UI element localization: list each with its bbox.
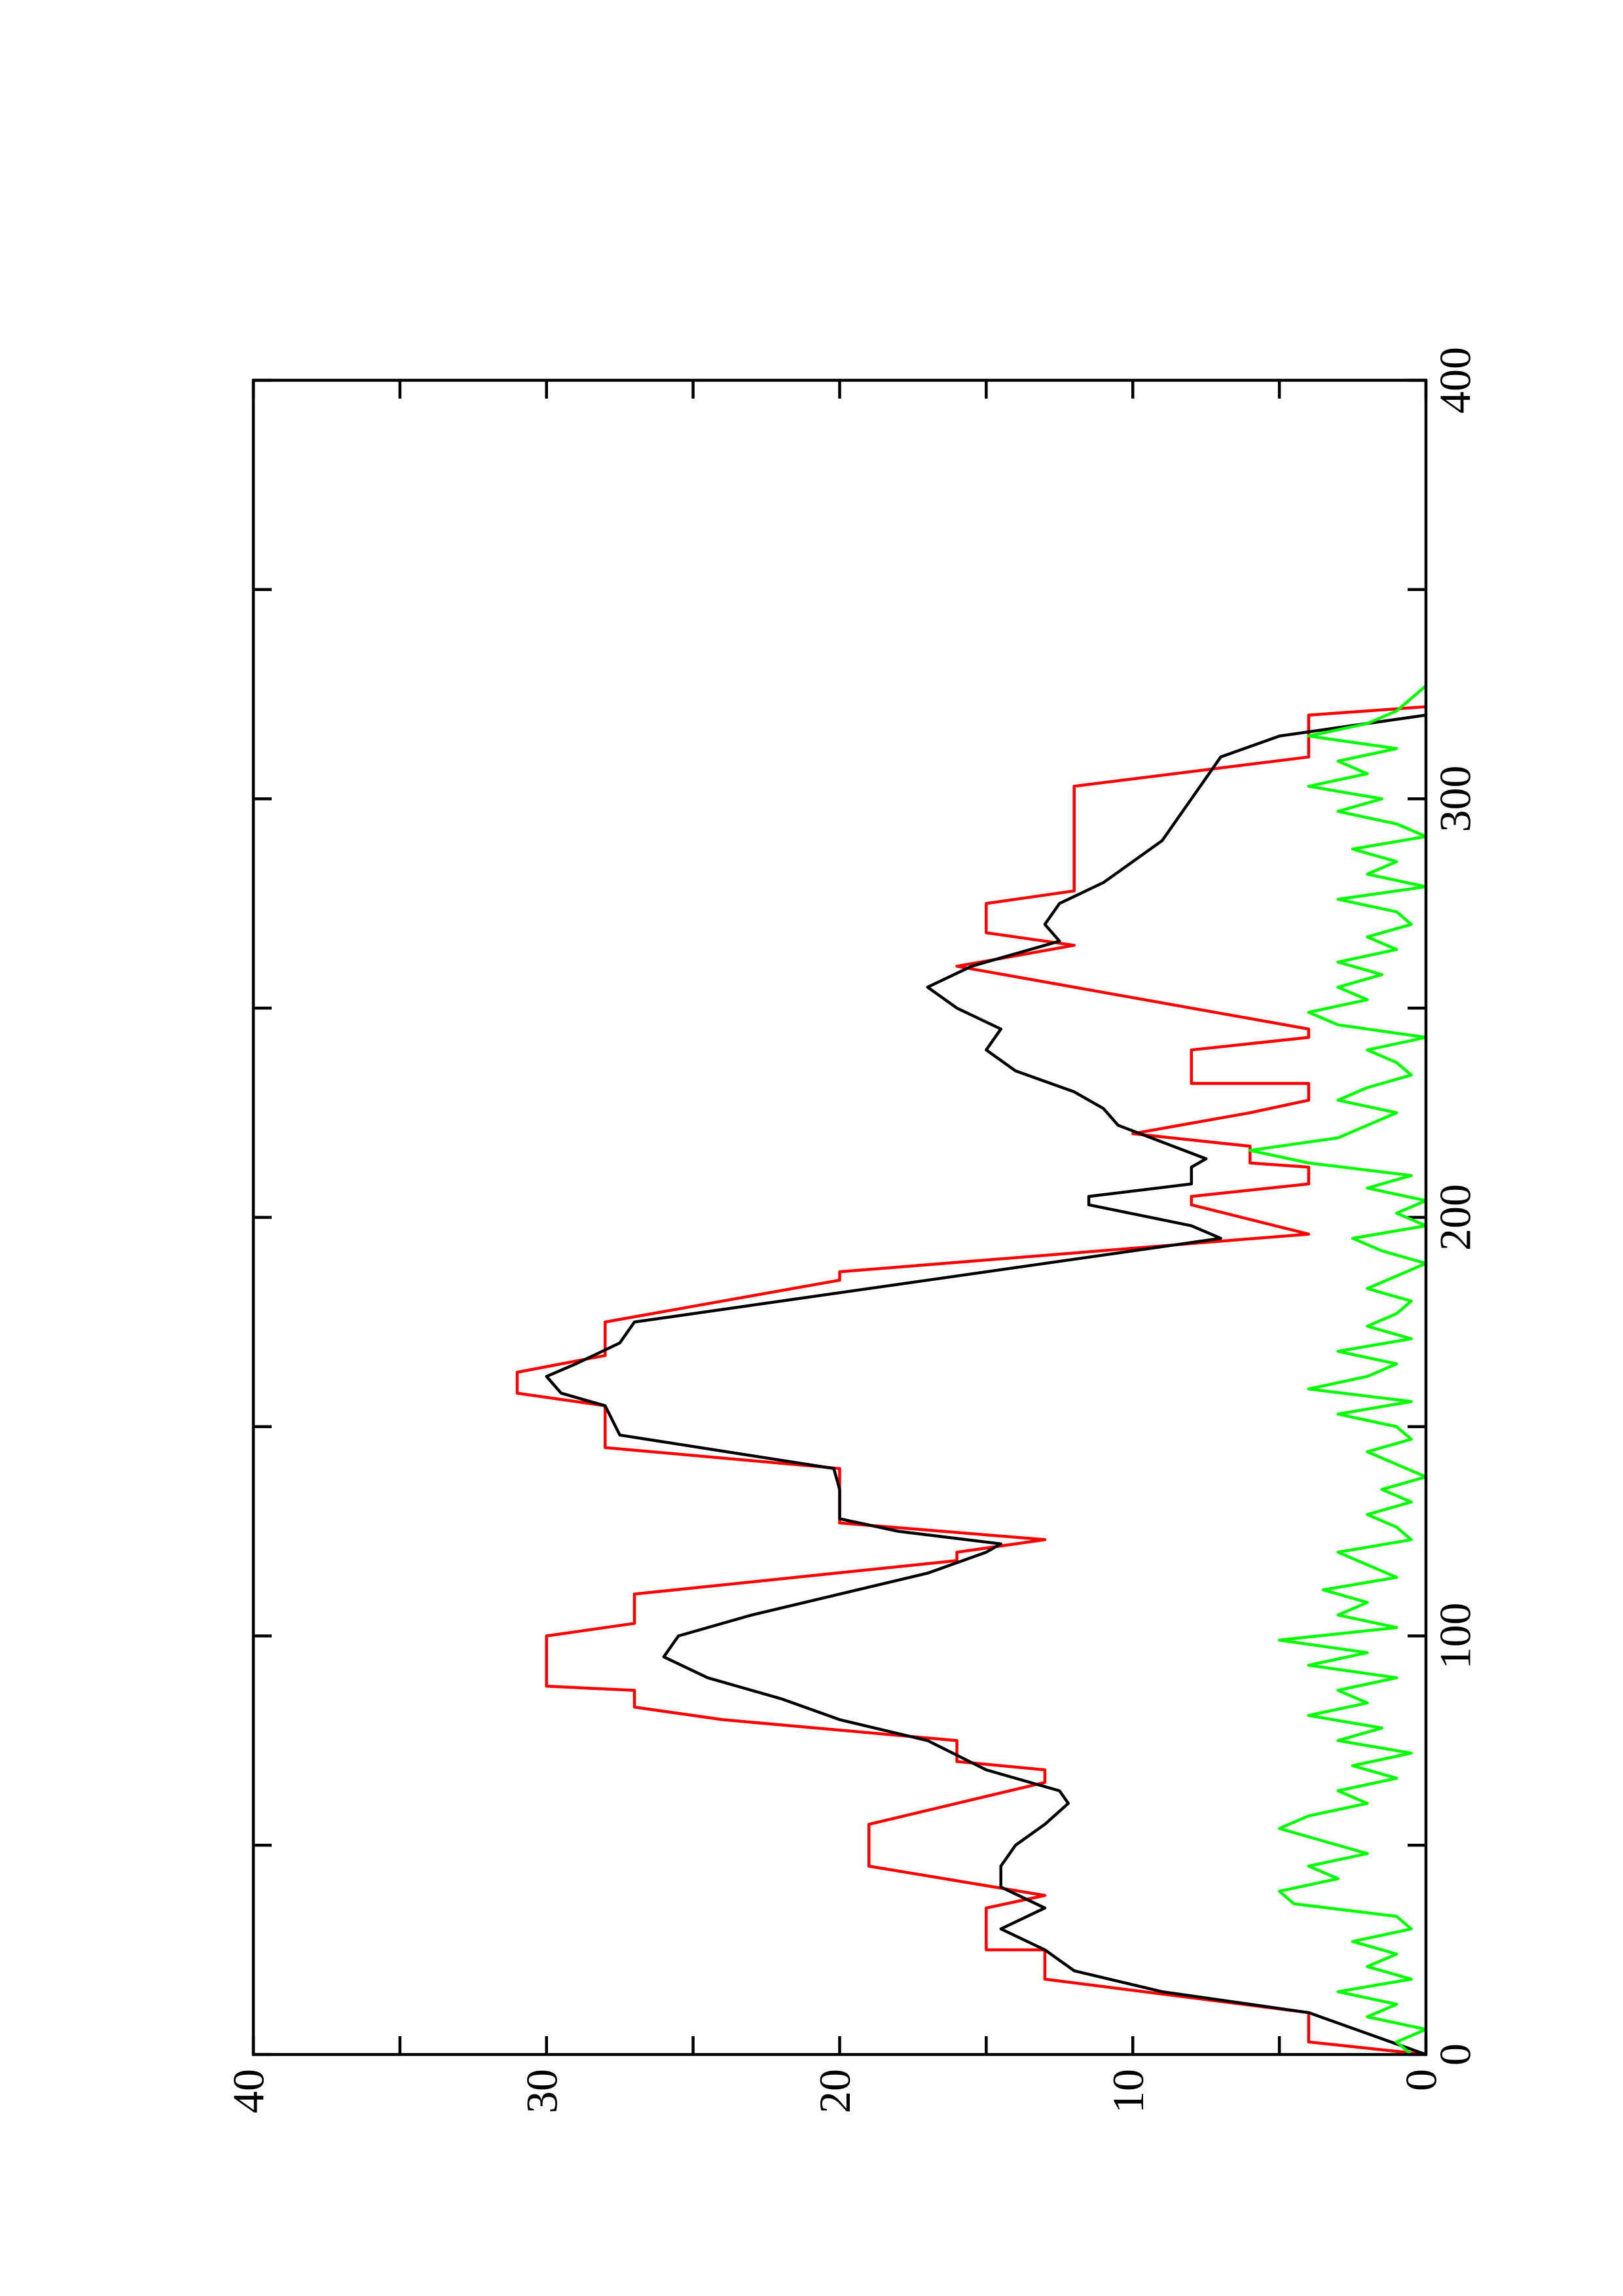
y-tick-label: 30	[517, 2069, 566, 2113]
y-tick-label: 0	[1396, 2069, 1446, 2091]
plot-frame	[251, 378, 1428, 2056]
x-tick-label: 200	[1431, 1184, 1480, 1251]
series-line	[545, 713, 1427, 2056]
x-tick-label: 0	[1431, 2043, 1480, 2066]
series-line	[1249, 685, 1428, 2056]
y-tick-label: 20	[810, 2069, 860, 2113]
x-tick-label: 100	[1431, 1603, 1480, 1670]
plot-area: 0 100 200 300 400 0 10 20 30 40	[224, 347, 1480, 2113]
series-line	[515, 705, 1427, 2056]
y-tick-label: 10	[1103, 2069, 1153, 2113]
x-tick-label: 400	[1431, 347, 1480, 414]
y-tick-label: 40	[224, 2069, 274, 2113]
x-tick-label: 300	[1431, 766, 1480, 833]
